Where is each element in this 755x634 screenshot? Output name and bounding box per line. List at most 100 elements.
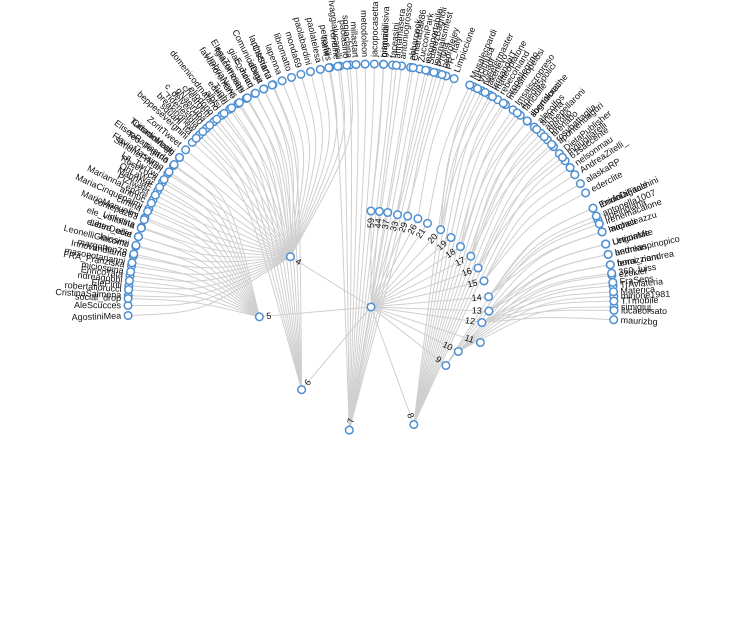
leaf-node[interactable] bbox=[191, 133, 201, 143]
leaf-node[interactable] bbox=[609, 296, 619, 306]
leaf-node[interactable] bbox=[472, 84, 483, 94]
leaf-node[interactable] bbox=[124, 285, 134, 295]
leaf-node[interactable] bbox=[498, 98, 508, 108]
leaf-node[interactable] bbox=[449, 74, 459, 84]
cluster-node-13[interactable] bbox=[484, 306, 494, 316]
leaf-node[interactable] bbox=[136, 223, 146, 233]
leaf-node[interactable] bbox=[315, 64, 325, 74]
leaf-node[interactable] bbox=[305, 67, 316, 77]
leaf-node[interactable] bbox=[557, 152, 568, 162]
leaf-node[interactable] bbox=[296, 69, 306, 79]
leaf-node[interactable] bbox=[512, 108, 522, 118]
cluster-node-44[interactable] bbox=[374, 206, 384, 216]
cluster-node-14[interactable] bbox=[484, 292, 494, 302]
leaf-node[interactable] bbox=[159, 174, 169, 185]
cluster-node-18[interactable] bbox=[455, 242, 466, 252]
leaf-node[interactable] bbox=[129, 249, 139, 259]
leaf-node[interactable] bbox=[169, 160, 179, 170]
leaf-node[interactable] bbox=[277, 76, 287, 86]
leaf-node[interactable] bbox=[333, 61, 343, 71]
leaf-node[interactable] bbox=[124, 276, 134, 286]
leaf-node[interactable] bbox=[360, 59, 370, 69]
cluster-node-26[interactable] bbox=[413, 214, 423, 224]
leaf-node[interactable] bbox=[205, 120, 215, 130]
leaf-node[interactable] bbox=[126, 267, 136, 277]
leaf-node[interactable] bbox=[234, 98, 244, 108]
leaf-node[interactable] bbox=[127, 258, 137, 268]
leaf-node[interactable] bbox=[609, 315, 619, 325]
leaf-node[interactable] bbox=[539, 132, 549, 142]
leaf-node[interactable] bbox=[131, 240, 141, 250]
leaf-node[interactable] bbox=[408, 63, 418, 73]
leaf-node[interactable] bbox=[594, 219, 604, 229]
leaf-node[interactable] bbox=[601, 239, 611, 249]
leaf-node[interactable] bbox=[522, 116, 532, 126]
leaf-node[interactable] bbox=[570, 170, 580, 180]
leaf-node[interactable] bbox=[597, 227, 607, 237]
leaf-node[interactable] bbox=[421, 65, 431, 75]
leaf-node[interactable] bbox=[242, 93, 252, 103]
leaf-node[interactable] bbox=[608, 287, 619, 297]
cluster-node-37[interactable] bbox=[383, 207, 393, 218]
leaf-node[interactable] bbox=[164, 167, 174, 177]
cluster-node-7[interactable] bbox=[344, 425, 354, 435]
leaf-node[interactable] bbox=[259, 84, 269, 94]
leaf-node[interactable] bbox=[591, 211, 601, 221]
cluster-node-59[interactable] bbox=[366, 206, 376, 216]
cluster-node-10[interactable] bbox=[453, 346, 463, 357]
cluster-node-16[interactable] bbox=[473, 263, 483, 273]
leaf-node[interactable] bbox=[155, 182, 165, 192]
root-node[interactable] bbox=[366, 302, 376, 312]
leaf-node[interactable] bbox=[267, 80, 277, 90]
leaf-node[interactable] bbox=[603, 249, 613, 259]
leaf-node[interactable] bbox=[324, 63, 334, 73]
leaf-node[interactable] bbox=[133, 232, 143, 242]
leaf-node[interactable] bbox=[198, 127, 208, 137]
leaf-node[interactable] bbox=[607, 268, 617, 278]
leaf-node[interactable] bbox=[342, 60, 352, 70]
leaf-node[interactable] bbox=[123, 293, 133, 304]
cluster-node-21[interactable] bbox=[422, 218, 433, 228]
leaf-node[interactable] bbox=[227, 103, 237, 113]
leaf-node[interactable] bbox=[369, 59, 379, 69]
cluster-node-19[interactable] bbox=[446, 232, 456, 243]
leaf-node[interactable] bbox=[250, 88, 260, 98]
leaf-node[interactable] bbox=[480, 87, 490, 97]
leaf-node[interactable] bbox=[605, 260, 615, 270]
cluster-node-9[interactable] bbox=[441, 360, 451, 371]
cluster-node-17[interactable] bbox=[466, 251, 476, 261]
leaf-node[interactable] bbox=[609, 305, 619, 315]
leaf-node[interactable] bbox=[143, 206, 153, 216]
leaf-node[interactable] bbox=[565, 163, 575, 173]
leaf-node[interactable] bbox=[150, 190, 160, 200]
leaf-node[interactable] bbox=[465, 80, 475, 90]
cluster-node-33[interactable] bbox=[392, 210, 403, 220]
leaf-node[interactable] bbox=[391, 60, 401, 70]
leaf-node[interactable] bbox=[608, 277, 618, 287]
leaf-node[interactable] bbox=[181, 145, 191, 155]
cluster-node-5[interactable] bbox=[254, 312, 264, 322]
leaf-node[interactable] bbox=[581, 188, 591, 198]
leaf-node[interactable] bbox=[139, 215, 149, 225]
leaf-node[interactable] bbox=[146, 198, 156, 208]
leaf-node[interactable] bbox=[437, 70, 447, 80]
leaf-node[interactable] bbox=[123, 310, 133, 321]
leaf-node[interactable] bbox=[219, 108, 229, 118]
leaf-node[interactable] bbox=[429, 67, 439, 77]
cluster-node-8[interactable] bbox=[409, 419, 419, 430]
cluster-node-20[interactable] bbox=[436, 225, 446, 235]
cluster-node-11[interactable] bbox=[475, 337, 485, 348]
cluster-node-6[interactable] bbox=[297, 385, 307, 395]
leaf-node[interactable] bbox=[575, 179, 585, 189]
cluster-node-12[interactable] bbox=[477, 318, 487, 328]
leaf-node[interactable] bbox=[532, 124, 542, 134]
leaf-node[interactable] bbox=[487, 92, 498, 102]
leaf-node[interactable] bbox=[174, 152, 185, 162]
leaf-node[interactable] bbox=[212, 114, 222, 124]
leaf-node[interactable] bbox=[588, 203, 598, 213]
cluster-node-29[interactable] bbox=[403, 211, 413, 221]
leaf-node[interactable] bbox=[379, 59, 389, 69]
leaf-node[interactable] bbox=[351, 59, 361, 70]
cluster-node-4[interactable] bbox=[285, 252, 295, 262]
leaf-node[interactable] bbox=[547, 139, 557, 149]
